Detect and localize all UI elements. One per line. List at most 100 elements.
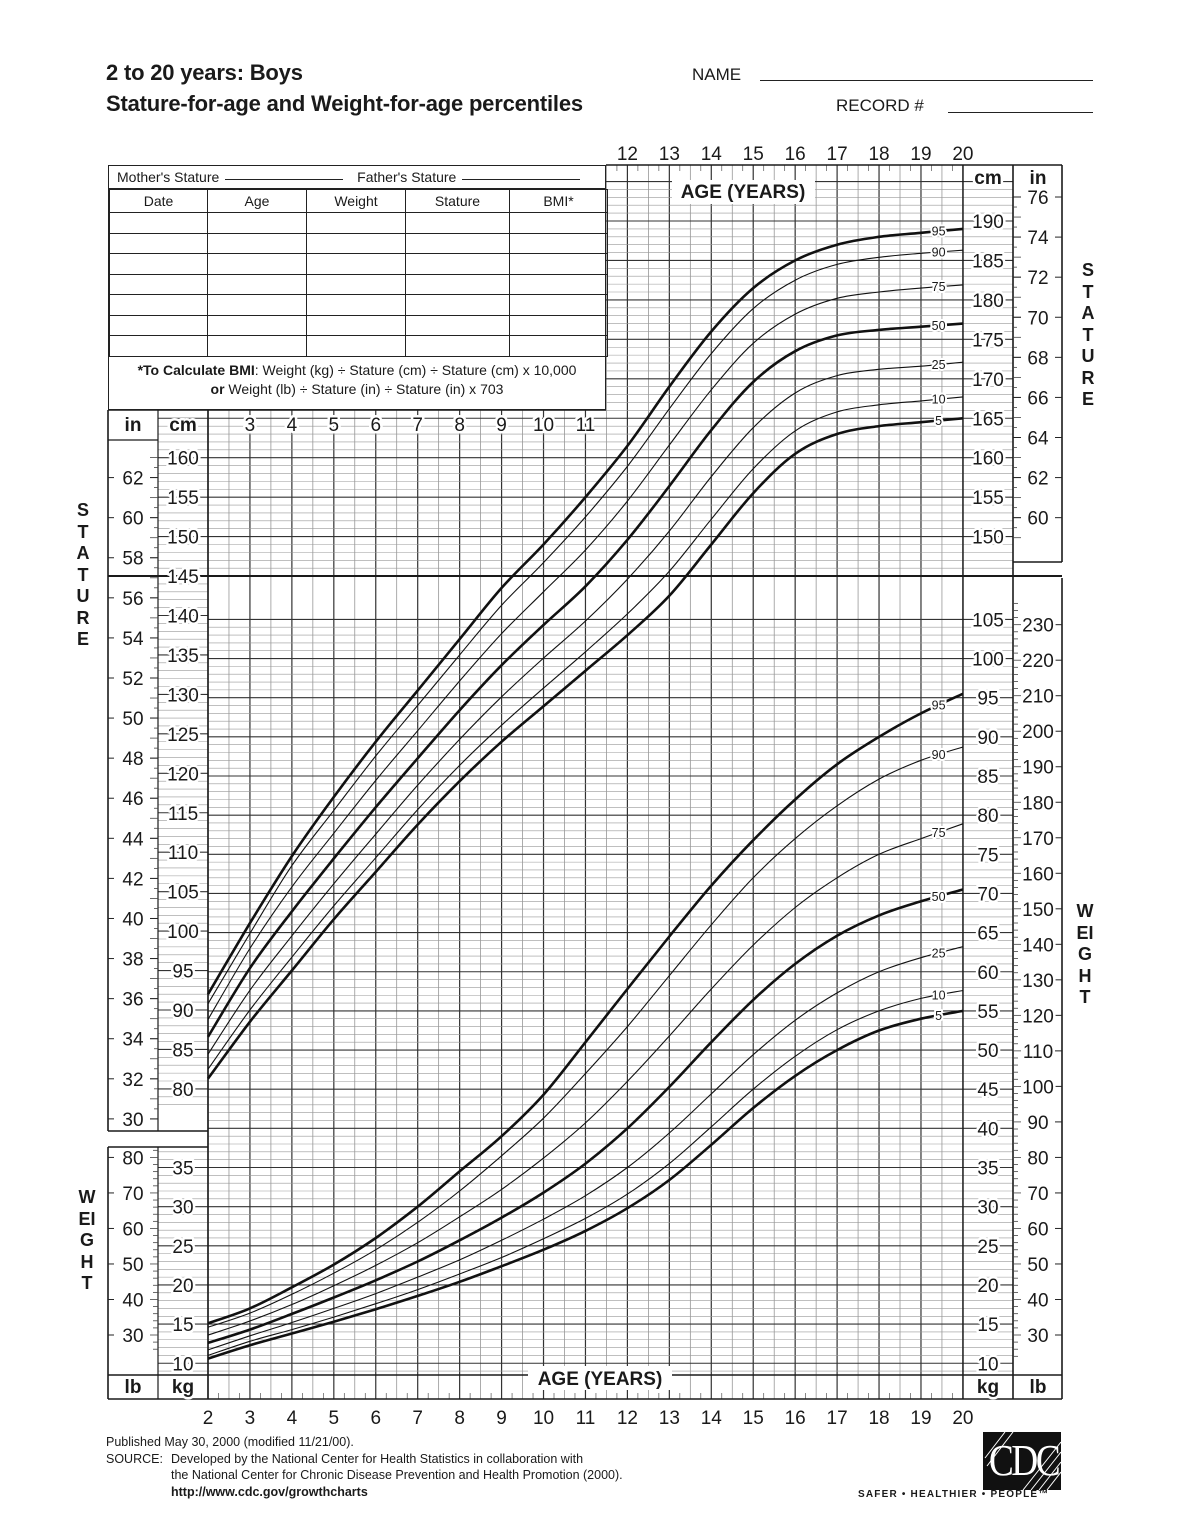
pound-tick-label: 140 (1022, 935, 1054, 956)
pound-tick-label: 70 (1027, 1184, 1048, 1205)
bmi-note: *To Calculate BMI: Weight (kg) ÷ Stature… (109, 357, 605, 399)
kg-tick-label: 15 (172, 1315, 193, 1336)
mothers-stature-line (225, 166, 344, 180)
cm-tick-label: 175 (972, 330, 1004, 351)
growthcharts-url[interactable]: http://www.cdc.gov/growthcharts (171, 1485, 368, 1499)
inch-tick-label: 46 (122, 789, 143, 810)
age-axis-title-top: AGE (YEARS) (681, 182, 806, 203)
cdc-tagline: SAFER • HEALTHIER • PEOPLE™ (858, 1489, 1050, 1500)
unit-label-kg: kg (977, 1377, 999, 1398)
inch-tick-label: 30 (122, 1110, 143, 1131)
kg-tick-label: 40 (977, 1119, 998, 1140)
record-table-row (109, 253, 608, 275)
record-table-cell (509, 273, 608, 295)
inch-tick-label: 64 (1027, 429, 1049, 450)
record-table-cell (109, 253, 208, 275)
inch-tick-label: 60 (122, 509, 143, 530)
record-table-cell (109, 232, 208, 254)
fathers-stature-line (462, 166, 581, 180)
age-tick-label: 19 (910, 144, 931, 165)
age-tick-label: 11 (576, 415, 596, 436)
unit-label-in: in (125, 415, 142, 436)
record-table-row (109, 273, 608, 295)
pound-tick-label: 210 (1022, 687, 1054, 708)
kg-tick-label: 20 (977, 1276, 998, 1297)
cm-tick-label: 160 (167, 449, 199, 470)
stature-p10-curve (207, 396, 963, 1070)
pound-tick-label: 130 (1022, 971, 1054, 992)
inch-tick-label: 76 (1027, 188, 1048, 209)
kg-tick-label: 45 (977, 1080, 998, 1101)
age-tick-label: 14 (701, 1408, 723, 1429)
bmi-note-or: or (210, 380, 225, 397)
measurement-record-form: Mother's Stature Father's Stature Date A… (108, 165, 608, 410)
cm-tick-label: 185 (972, 251, 1004, 272)
kg-tick-label: 10 (977, 1354, 998, 1375)
cm-tick-label: 105 (167, 883, 199, 904)
record-table-cell (109, 335, 208, 357)
inch-tick-label: 34 (122, 1030, 144, 1051)
record-table-body (109, 212, 608, 357)
inch-tick-label: 38 (122, 950, 143, 971)
axis-frames (107, 164, 1063, 1400)
age-tick-label: 20 (952, 144, 973, 165)
age-tick-label: 10 (533, 1408, 554, 1429)
weight-p25-curve (207, 946, 964, 1351)
inch-tick-label: 70 (1027, 308, 1048, 329)
record-field-line (948, 112, 1093, 113)
record-table-cell (207, 294, 307, 316)
kg-tick-label: 25 (172, 1237, 193, 1258)
stature-percentile-label: 25 (932, 358, 946, 372)
pound-tick-label: 150 (1022, 900, 1054, 921)
inch-tick-label: 62 (122, 469, 143, 490)
record-table-cell (306, 314, 406, 336)
pound-tick-label: 50 (1027, 1255, 1048, 1276)
kg-tick-label: 20 (172, 1276, 193, 1297)
pound-tick-label: 60 (1027, 1219, 1048, 1240)
age-tick-label: 9 (496, 1408, 507, 1429)
weight-axis-title-right: WEIGHT (1076, 901, 1094, 1007)
pound-tick-label: 110 (1023, 1042, 1053, 1063)
cm-tick-label: 190 (972, 212, 1004, 233)
grid-lines (158, 165, 1013, 1399)
stature-axis-title-left: STATURE (76, 500, 90, 649)
weight-p5-curve (207, 1009, 964, 1360)
age-tick-label: 5 (329, 1408, 340, 1429)
record-table-cell (509, 335, 608, 357)
cm-tick-label: 170 (972, 370, 1004, 391)
pound-tick-label: 200 (1022, 722, 1054, 743)
column-header-bmi: BMI* (509, 189, 608, 213)
inch-tick-label: 66 (1027, 388, 1048, 409)
record-table-row (109, 232, 608, 254)
age-tick-label: 13 (659, 144, 680, 165)
column-header-date: Date (109, 189, 208, 213)
inch-tick-label: 54 (122, 629, 144, 650)
pound-tick-label: 180 (1022, 793, 1054, 814)
source-label: SOURCE: (106, 1452, 163, 1466)
pound-tick-label: 170 (1022, 829, 1054, 850)
record-table-cell (207, 335, 307, 357)
cm-tick-label: 160 (972, 449, 1004, 470)
kg-tick-label: 70 (977, 884, 998, 905)
age-title-background (528, 1366, 672, 1390)
pound-tick-label: 160 (1022, 864, 1054, 885)
age-tick-label: 2 (203, 1408, 214, 1429)
column-header-weight: Weight (306, 189, 406, 213)
column-header-age: Age (207, 189, 307, 213)
cm-tick-label: 130 (167, 685, 199, 706)
cm-tick-label: 115 (168, 804, 198, 825)
fathers-stature-label: Father's Stature (357, 169, 457, 185)
age-tick-label: 15 (743, 144, 764, 165)
cm-tick-label: 120 (167, 764, 199, 785)
record-table-row (109, 335, 608, 357)
record-table-cell (509, 294, 608, 316)
cm-tick-label: 85 (172, 1040, 193, 1061)
inch-tick-label: 50 (122, 709, 143, 730)
age-tick-label: 20 (952, 1408, 973, 1429)
pound-tick-label: 40 (1027, 1290, 1048, 1311)
cm-tick-label: 80 (172, 1080, 193, 1101)
pound-tick-label: 70 (122, 1184, 143, 1205)
weight-percentile-label: 90 (932, 748, 946, 762)
age-tick-label: 13 (659, 1408, 680, 1429)
